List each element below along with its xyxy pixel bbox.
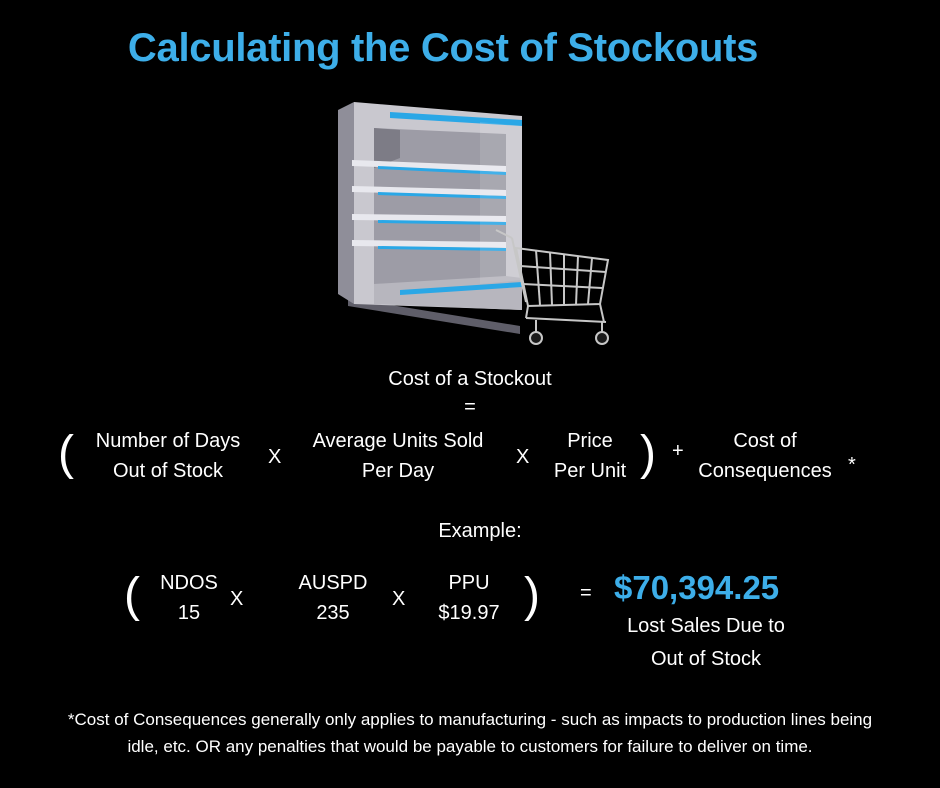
example-result-value: $70,394.25 — [614, 569, 780, 606]
example-result-caption: Lost Sales Due to Out of Stock — [604, 610, 808, 676]
example-times-1: X — [230, 588, 244, 610]
example-times-2: X — [392, 588, 406, 610]
formula-asterisk: * — [848, 454, 856, 476]
display-case-icon — [338, 102, 522, 334]
term-price-line2: Per Unit — [553, 460, 627, 482]
example-open-paren: ( — [124, 569, 140, 622]
term-days-line2: Out of Stock — [112, 460, 224, 482]
term-consequences-line2: Consequences — [698, 460, 832, 482]
term-days-out-of-stock: Number of Days Out of Stock — [78, 426, 258, 486]
term-days-line1: Number of Days — [95, 430, 241, 452]
footnote-line2: idle, etc. OR any penalties that would b… — [127, 737, 813, 756]
example-auspd: AUSPD 235 — [290, 568, 376, 628]
formula-plus: + — [672, 440, 684, 462]
example-ndos-label: NDOS — [160, 572, 218, 594]
formula-heading: Cost of a Stockout — [388, 368, 552, 390]
example-ppu-label: PPU — [448, 572, 490, 594]
example-auspd-label: AUSPD — [298, 572, 368, 594]
formula-times-1: X — [268, 446, 282, 468]
formula-times-2: X — [516, 446, 530, 468]
example-heading: Example: — [438, 520, 522, 542]
page-title: Calculating the Cost of Stockouts — [127, 26, 759, 70]
term-consequences-line1: Cost of — [733, 430, 797, 452]
example-ndos-value: 15 — [177, 602, 201, 624]
example-equals: = — [580, 582, 592, 604]
example-close-paren: ) — [524, 569, 540, 622]
footnote-line1: *Cost of Consequences generally only app… — [67, 710, 873, 729]
example-ppu: PPU $19.97 — [424, 568, 514, 628]
example-ppu-value: $19.97 — [438, 602, 500, 624]
term-price-line1: Price — [567, 430, 613, 452]
example-result-caption-line1: Lost Sales Due to — [627, 615, 785, 637]
example-result-caption-line2: Out of Stock — [650, 648, 762, 670]
term-cost-of-consequences: Cost of Consequences — [686, 426, 844, 486]
formula-open-paren: ( — [58, 427, 74, 480]
term-average-units-line2: Per Day — [361, 460, 435, 482]
example-ndos: NDOS 15 — [150, 568, 228, 628]
formula-equals: = — [464, 396, 476, 418]
term-average-units: Average Units Sold Per Day — [296, 426, 500, 486]
example-auspd-value: 235 — [316, 602, 350, 624]
term-price-per-unit: Price Per Unit — [540, 426, 640, 486]
formula-close-paren: ) — [640, 427, 656, 480]
footnote: *Cost of Consequences generally only app… — [0, 706, 940, 760]
term-average-units-line1: Average Units Sold — [312, 430, 484, 452]
display-case-cart-illustration — [338, 102, 610, 345]
shopping-cart-icon — [495, 229, 610, 345]
